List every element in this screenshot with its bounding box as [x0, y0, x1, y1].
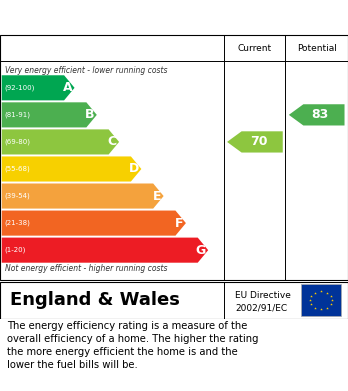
Text: (21-38): (21-38)	[5, 220, 30, 226]
Text: A: A	[63, 81, 72, 94]
Polygon shape	[289, 104, 345, 126]
Text: C: C	[108, 135, 117, 149]
Text: England & Wales: England & Wales	[10, 291, 180, 309]
Text: 70: 70	[250, 135, 267, 149]
Text: (81-91): (81-91)	[5, 111, 31, 118]
Text: Not energy efficient - higher running costs: Not energy efficient - higher running co…	[5, 264, 168, 273]
Polygon shape	[2, 183, 164, 208]
Text: E: E	[153, 190, 161, 203]
Text: (39-54): (39-54)	[5, 193, 30, 199]
Text: EU Directive: EU Directive	[235, 291, 291, 300]
Text: Very energy efficient - lower running costs: Very energy efficient - lower running co…	[5, 66, 168, 75]
Bar	[0, 35, 348, 61]
Polygon shape	[2, 238, 208, 263]
Polygon shape	[2, 210, 186, 236]
Text: (1-20): (1-20)	[5, 247, 26, 253]
Polygon shape	[2, 102, 97, 127]
Text: Current: Current	[238, 43, 272, 52]
Polygon shape	[2, 75, 74, 100]
Text: 83: 83	[311, 108, 329, 121]
Polygon shape	[2, 129, 119, 154]
Polygon shape	[2, 156, 141, 181]
Text: (55-68): (55-68)	[5, 166, 30, 172]
Text: Energy Efficiency Rating: Energy Efficiency Rating	[10, 9, 232, 25]
Text: F: F	[175, 217, 184, 230]
Polygon shape	[227, 131, 283, 152]
Text: (69-80): (69-80)	[5, 139, 31, 145]
Text: B: B	[85, 108, 95, 121]
Text: Potential: Potential	[297, 43, 337, 52]
Text: 2002/91/EC: 2002/91/EC	[235, 303, 287, 312]
Bar	[301, 285, 341, 316]
Text: The energy efficiency rating is a measure of the
overall efficiency of a home. T: The energy efficiency rating is a measur…	[7, 321, 259, 370]
Text: G: G	[196, 244, 206, 256]
Text: D: D	[129, 163, 139, 176]
Text: (92-100): (92-100)	[5, 84, 35, 91]
